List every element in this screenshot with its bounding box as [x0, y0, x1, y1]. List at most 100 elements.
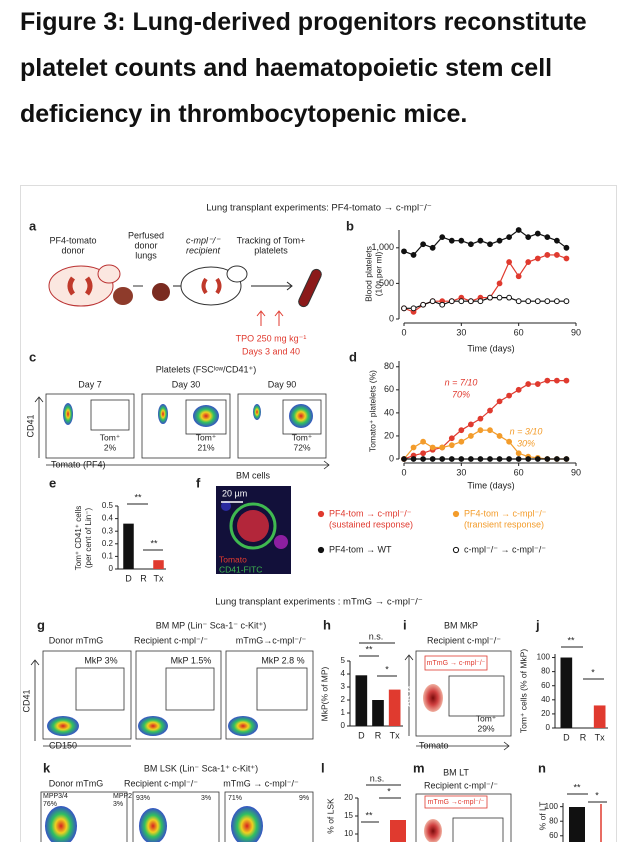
label: (10⁶ per ml) — [373, 252, 383, 297]
bar — [123, 523, 134, 569]
label: MPP3/4 — [43, 793, 68, 800]
data-point — [534, 230, 541, 237]
data-point — [496, 398, 503, 405]
label: 76% — [43, 801, 57, 808]
data-point — [458, 456, 465, 462]
data-point — [458, 438, 465, 445]
y-tick-label: 1 — [341, 708, 346, 717]
label: ** — [150, 538, 158, 548]
label: 29% — [477, 723, 494, 733]
label: Time (days) — [467, 343, 514, 353]
data-point — [477, 427, 484, 434]
bar — [560, 657, 573, 728]
y-tick-label: 60 — [541, 681, 550, 690]
y-tick-label: 100 — [545, 802, 559, 811]
bar — [388, 689, 401, 726]
label: CD150 — [49, 740, 77, 750]
label: PF4-tom → c-mpl⁻/⁻ — [464, 508, 547, 518]
x-tick-label: Tx — [595, 732, 605, 742]
data-point — [544, 252, 551, 258]
y-tick-label: 20 — [541, 709, 550, 718]
label: MkP 2.8 % — [261, 655, 304, 665]
y-tick-label: 0 — [109, 564, 114, 573]
data-point — [506, 294, 513, 301]
data-point — [553, 252, 560, 258]
label: Donor mTmG — [49, 635, 104, 645]
series-line — [404, 297, 567, 309]
label: Tom⁺ — [292, 432, 313, 442]
data-point — [544, 234, 551, 241]
label: % of LT — [537, 802, 547, 831]
bar-partial — [390, 820, 406, 842]
label: CD41 — [406, 684, 416, 707]
legend-marker — [317, 510, 325, 518]
label: Donor mTmG — [49, 778, 104, 788]
panel-letter: m — [413, 760, 425, 775]
data-point — [544, 298, 551, 305]
x-tick-label: 60 — [514, 327, 524, 337]
data-point — [458, 298, 465, 305]
y-tick-label: 15 — [344, 811, 353, 820]
data-point — [410, 252, 417, 258]
label: 30% — [517, 438, 535, 448]
legend-marker — [317, 546, 325, 554]
label: donor — [134, 240, 157, 250]
data-point — [477, 456, 484, 462]
series-line — [403, 380, 567, 460]
y-tick-label: 80 — [384, 361, 394, 371]
section-header: Lung transplant experiments: PF4-tomato … — [206, 203, 431, 214]
label: Tomato⁺ platelets (%) — [367, 370, 377, 452]
label: ** — [134, 492, 142, 502]
data-point — [506, 259, 513, 265]
x-tick-label: 90 — [571, 467, 581, 477]
figure: Lung transplant experiments: PF4-tomato … — [20, 185, 617, 842]
bar — [593, 705, 606, 728]
sig-bracket — [359, 642, 397, 677]
label: 20 µm — [222, 488, 247, 498]
label: Day 30 — [172, 379, 201, 389]
panel-letter: l — [321, 760, 325, 775]
y-tick-label: 20 — [384, 430, 394, 440]
data-point — [429, 298, 436, 305]
data-point — [534, 255, 541, 262]
label: Days 3 and 40 — [242, 346, 300, 356]
label: (transient response) — [464, 519, 544, 529]
panel-letter: d — [349, 349, 357, 364]
flow-plot-m — [415, 793, 512, 842]
label: PF4-tom → WT — [329, 544, 392, 554]
label: Tom⁺ — [476, 713, 497, 723]
data-point — [563, 456, 570, 462]
data-point — [487, 456, 493, 462]
y-tick-label: 60 — [384, 384, 394, 394]
bar — [372, 700, 384, 726]
bar-partial — [569, 807, 585, 842]
label: PF4-tom → c-mpl⁻/⁻ — [329, 508, 412, 518]
label: 2% — [104, 442, 117, 452]
data-point — [487, 427, 493, 434]
label: Tomato — [219, 554, 247, 564]
data-point — [439, 456, 446, 462]
sig-bracket — [127, 503, 163, 551]
label: Tomato (PF4) — [51, 459, 106, 469]
x-tick-label: 30 — [456, 327, 466, 337]
data-point — [496, 456, 503, 462]
panel-letter: i — [403, 617, 407, 632]
label: BM LT — [443, 767, 469, 777]
data-point — [439, 234, 446, 241]
label: 9% — [299, 795, 309, 802]
figure-canvas: Lung transplant experiments: PF4-tomato … — [21, 203, 608, 842]
label: ** — [365, 644, 373, 654]
data-point — [496, 294, 503, 301]
panel-letter: h — [323, 617, 331, 632]
flow-plots-c — [34, 393, 330, 470]
label: Blood platelets — [363, 246, 373, 302]
label: * — [595, 790, 599, 800]
data-point — [515, 456, 522, 462]
y-tick-label: 0.3 — [102, 526, 114, 535]
data-point — [506, 438, 513, 445]
label: c-mpl⁻/⁻ → c-mpl⁻/⁻ — [464, 544, 546, 554]
label: CD41 — [25, 414, 35, 437]
y-tick-label: 0.4 — [102, 514, 114, 523]
y-tick-label: 40 — [541, 695, 550, 704]
data-point — [410, 444, 417, 451]
